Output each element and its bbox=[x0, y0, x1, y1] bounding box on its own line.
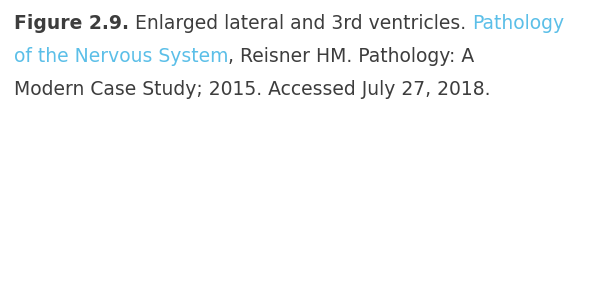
Text: of the Nervous System: of the Nervous System bbox=[14, 47, 229, 66]
Text: Enlarged lateral and 3rd ventricles.: Enlarged lateral and 3rd ventricles. bbox=[129, 14, 472, 33]
Text: Pathology: Pathology bbox=[472, 14, 564, 33]
Text: , Reisner HM. Pathology: A: , Reisner HM. Pathology: A bbox=[229, 47, 475, 66]
Text: Modern Case Study; 2015. Accessed July 27, 2018.: Modern Case Study; 2015. Accessed July 2… bbox=[14, 80, 491, 99]
Text: Figure 2.9.: Figure 2.9. bbox=[14, 14, 129, 33]
